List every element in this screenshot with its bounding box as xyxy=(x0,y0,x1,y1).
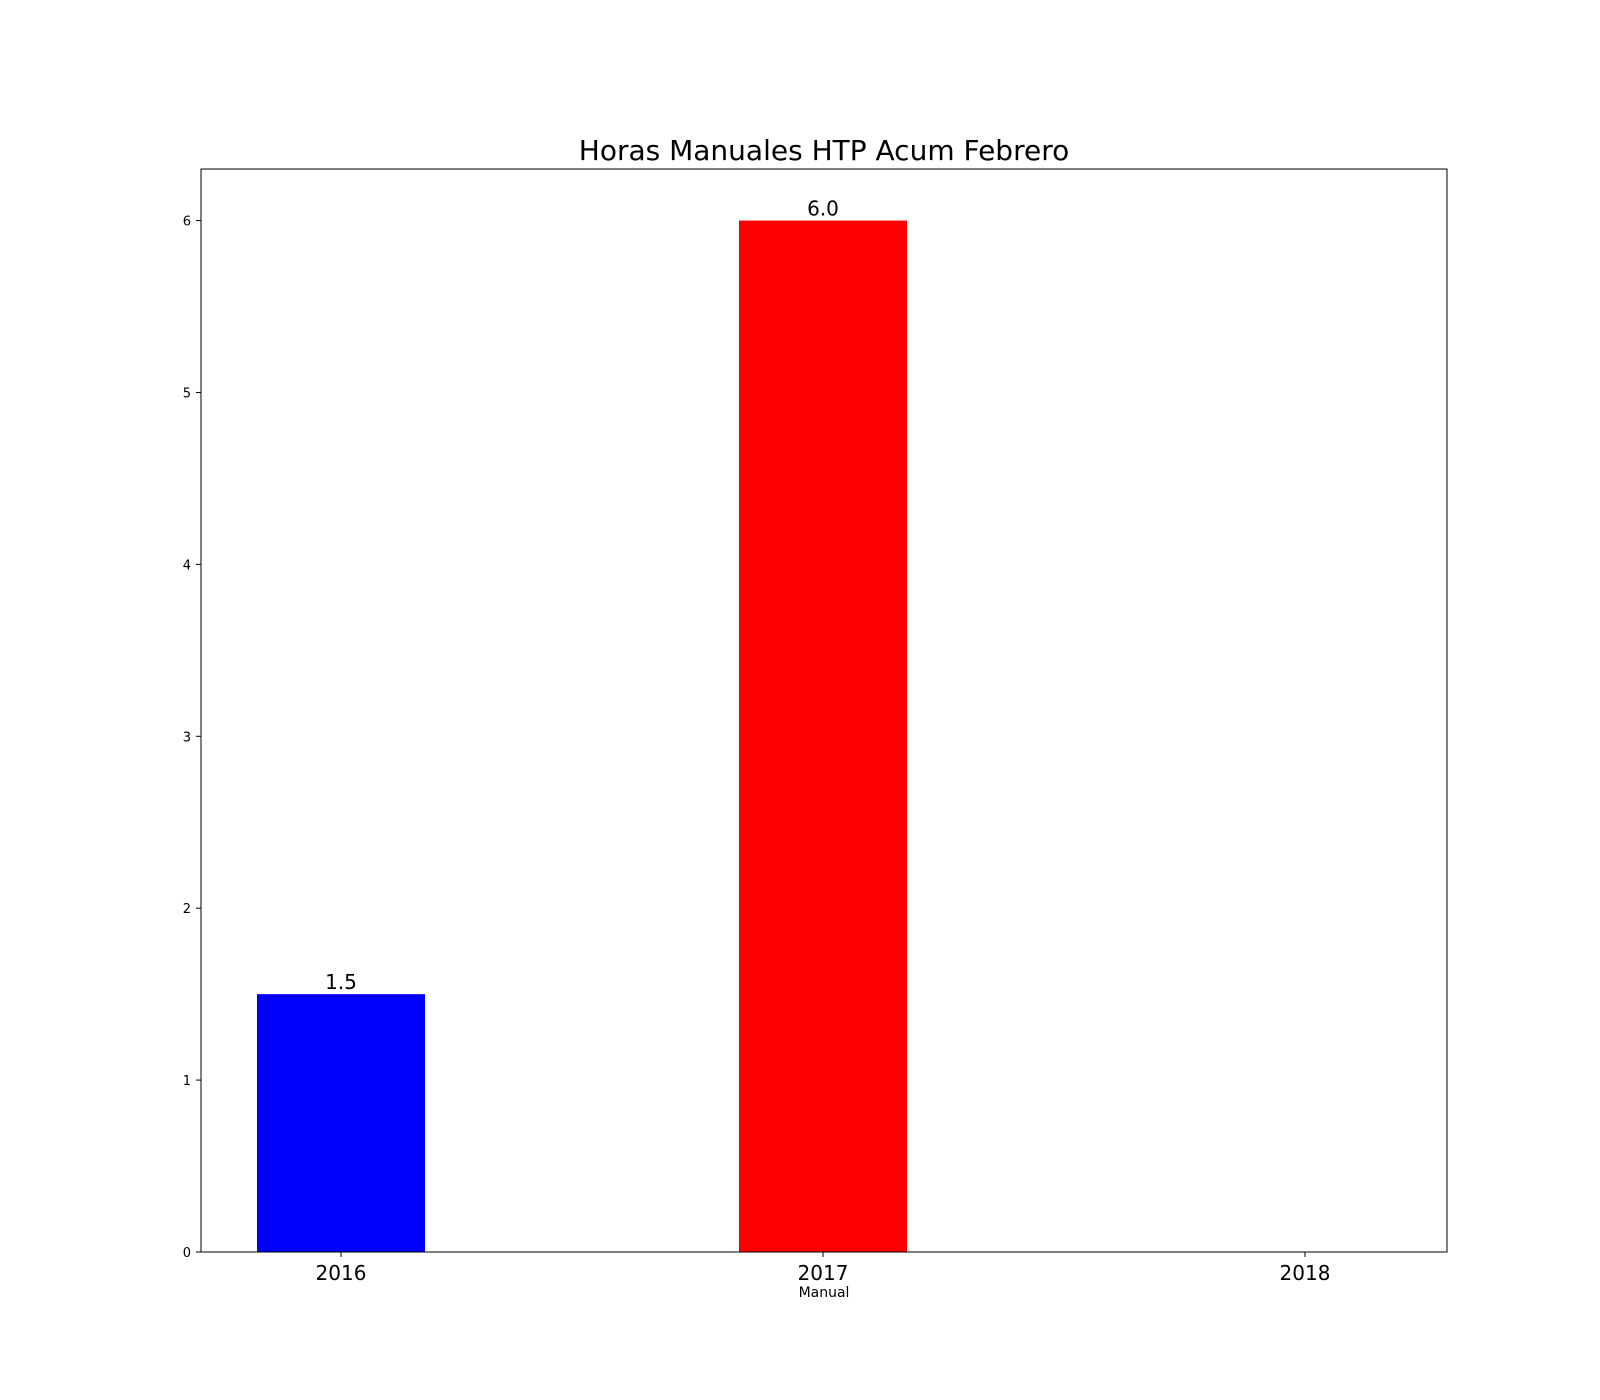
y-tick-label-5: 5 xyxy=(183,386,191,401)
y-axis-ticks: 0 1 2 3 4 5 6 xyxy=(183,215,201,1261)
value-label-2017: 6.0 xyxy=(807,197,839,221)
x-tick-label-2016: 2016 xyxy=(316,1261,367,1285)
y-tick-label-1: 1 xyxy=(183,1074,191,1089)
plot-area-frame xyxy=(200,168,1448,1253)
y-tick-label-3: 3 xyxy=(183,730,191,745)
x-tick-label-2018: 2018 xyxy=(1280,1261,1331,1285)
bar-2017 xyxy=(739,220,907,1253)
chart-title: Horas Manuales HTP Acum Febrero xyxy=(579,134,1069,167)
bars-layer xyxy=(257,220,907,1253)
x-axis-label: Manual xyxy=(799,1285,850,1301)
y-tick-label-4: 4 xyxy=(183,558,191,573)
y-tick-label-2: 2 xyxy=(183,902,191,917)
x-tick-label-2017: 2017 xyxy=(798,1261,849,1285)
y-tick-label-6: 6 xyxy=(183,215,191,230)
x-axis-ticks: 2016 2017 2018 xyxy=(316,1252,1331,1285)
value-label-2016: 1.5 xyxy=(325,970,357,994)
bar-2016 xyxy=(257,994,425,1252)
y-tick-label-0: 0 xyxy=(183,1246,191,1261)
value-labels-layer: 1.5 6.0 xyxy=(325,197,839,995)
